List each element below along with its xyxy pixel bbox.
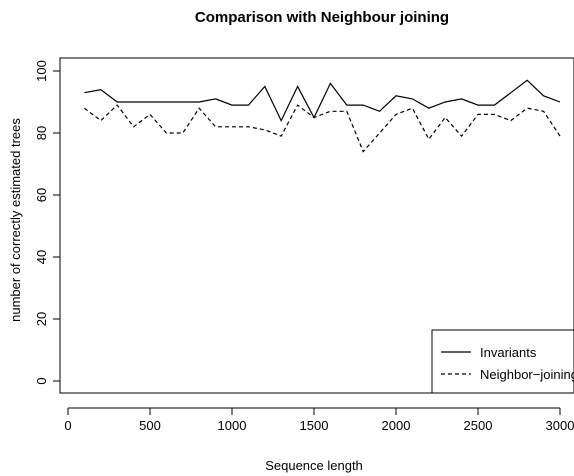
legend-box [431,329,574,394]
series-line-invariants [84,79,561,122]
x-axis-label: Sequence length [265,458,363,473]
x-tick-label: 1000 [218,418,247,433]
series-layer [84,79,561,153]
x-tick-label: 500 [139,418,161,433]
y-tick-label: 0 [34,377,49,384]
x-tick-label: 2000 [382,418,411,433]
x-tick-label: 0 [64,418,71,433]
x-axis: 0 500 1000 1500 2000 2500 3000 [64,407,574,433]
legend-label-neighbor-joining: Neighbor−joining [480,367,574,382]
x-tick-label: 2500 [464,418,493,433]
y-tick-label: 100 [34,60,49,82]
chart-title: Comparison with Neighbour joining [195,9,449,26]
y-axis: 0 20 40 60 80 100 [34,60,61,385]
y-tick-label: 20 [34,312,49,326]
legend-label-invariants: Invariants [480,345,537,360]
y-tick-label: 60 [34,188,49,202]
y-axis-label: number of correctly estimated trees [8,118,23,322]
y-tick-label: 40 [34,250,49,264]
legend: Invariants Neighbor−joining [431,329,574,394]
x-tick-label: 3000 [546,418,574,433]
x-tick-label: 1500 [300,418,329,433]
series-line-neighbor-joining [84,104,561,153]
y-tick-label: 80 [34,126,49,140]
